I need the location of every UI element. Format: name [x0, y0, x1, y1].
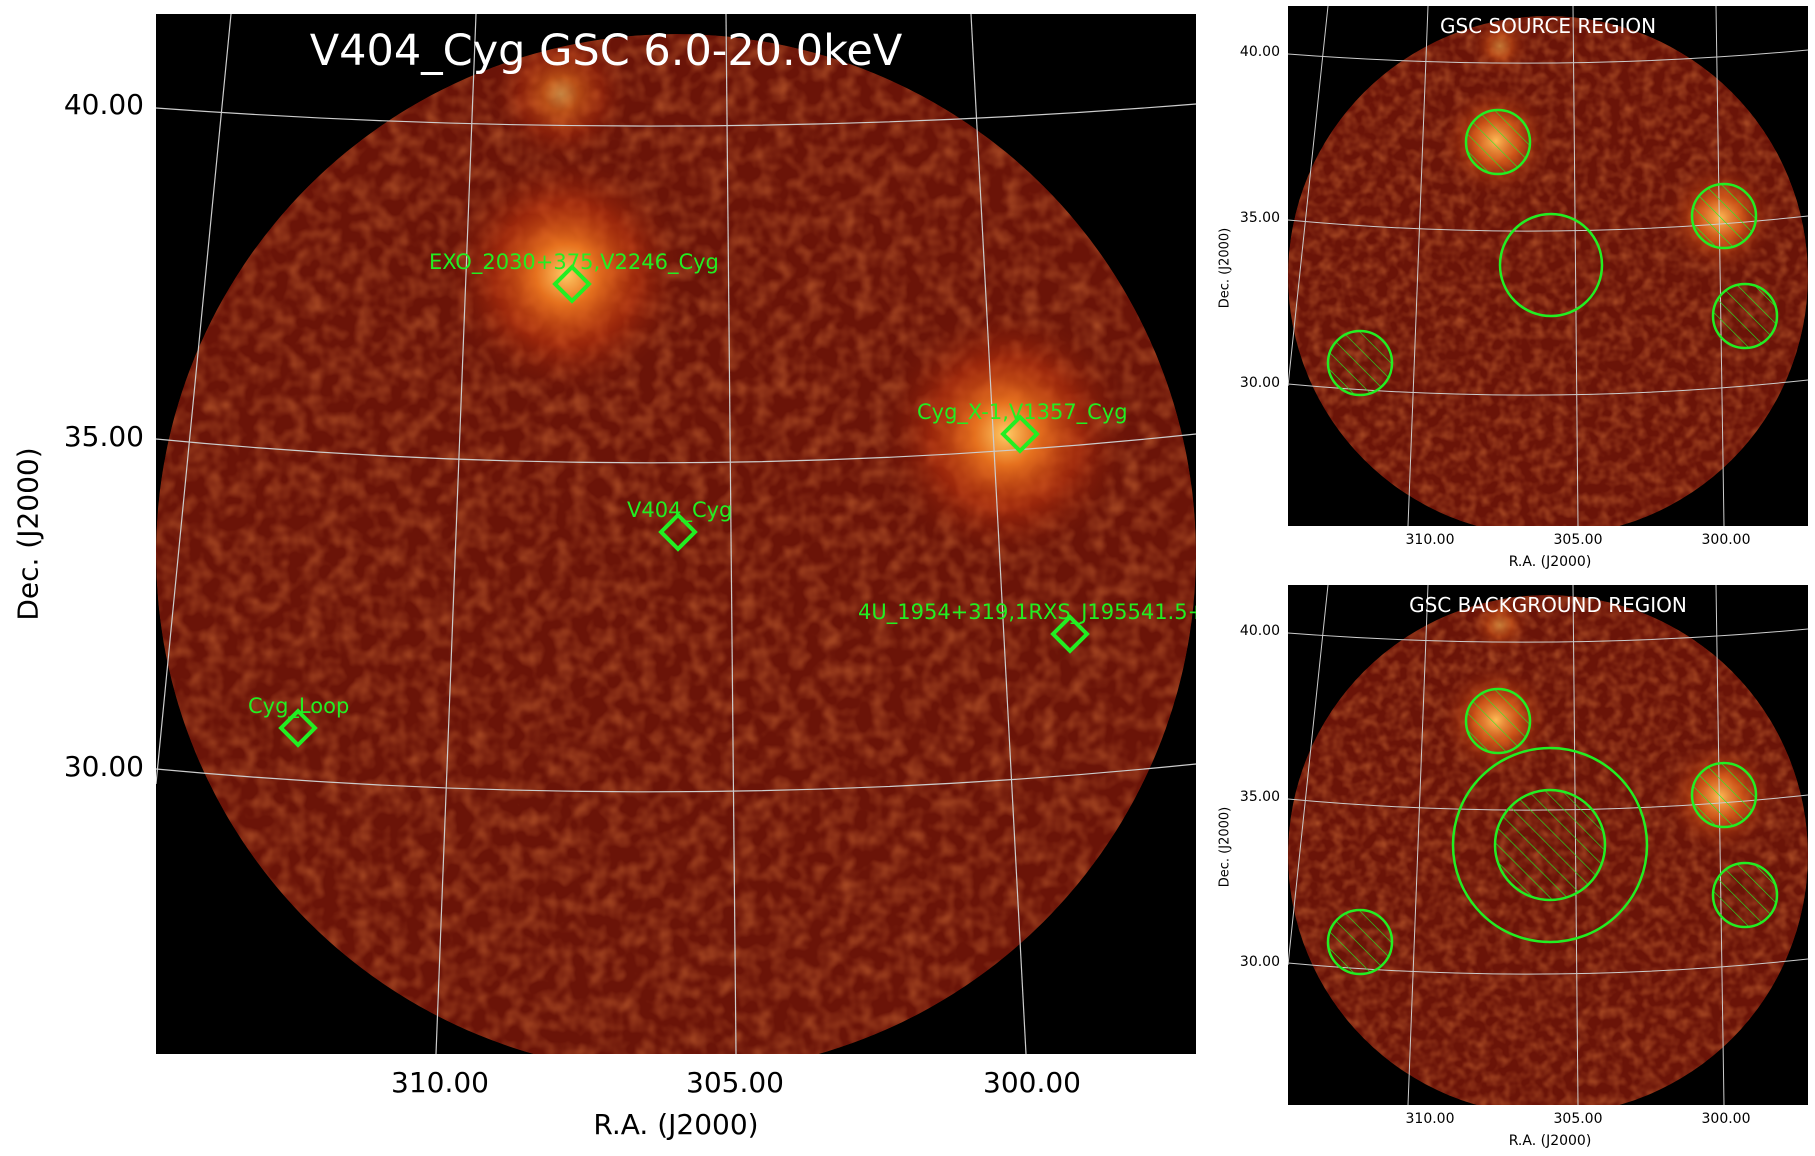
- bg-ytick-35: 35.00: [1239, 789, 1280, 805]
- main-ytick-30: 30.00: [63, 750, 144, 783]
- main-ylabel: Dec. (J2000): [11, 447, 45, 621]
- marker-cygx1[interactable]: [1000, 414, 1040, 454]
- background-region-image: [1288, 585, 1808, 1105]
- bg-exclusion-3[interactable]: [1711, 861, 1779, 929]
- marker-4u1954[interactable]: [1050, 614, 1090, 654]
- bg-ylabel: Dec. (J2000): [1217, 806, 1233, 888]
- bg-xlabel: R.A. (J2000): [1508, 1133, 1592, 1149]
- main-ytick-40: 40.00: [63, 88, 144, 121]
- glow-cygx1: [881, 309, 1131, 559]
- background-region-panel[interactable]: GSC BACKGROUND REGION: [1288, 585, 1808, 1105]
- bg-ytick-40: 40.00: [1239, 623, 1280, 639]
- marker-cygloop[interactable]: [278, 708, 318, 748]
- main-title: V404_Cyg GSC 6.0-20.0keV: [309, 26, 903, 76]
- marker-v404cyg[interactable]: [658, 512, 698, 552]
- source-label-cygx1: Cyg_X-1,V1357_Cyg: [917, 400, 1128, 424]
- bg-inner-exclusion[interactable]: [1493, 788, 1607, 902]
- src-xlabel: R.A. (J2000): [1508, 554, 1592, 570]
- coordinate-grid: [156, 14, 1196, 1054]
- src-exclusion-3[interactable]: [1711, 282, 1779, 350]
- source-label-cygloop: Cyg_Loop: [248, 694, 350, 718]
- src-xtick-300: 300.00: [1701, 532, 1751, 548]
- src-xtick-310: 310.00: [1405, 532, 1455, 548]
- bg-xtick-305: 305.00: [1553, 1111, 1603, 1127]
- source-label-exo2030: EXO_2030+375,V2246_Cyg: [429, 250, 719, 274]
- background-region-title: GSC BACKGROUND REGION: [1409, 593, 1687, 617]
- src-exclusion-2[interactable]: [1690, 182, 1758, 250]
- main-image-panel[interactable]: V404_Cyg GSC 6.0-20.0keV EXO_2030+375,V2…: [156, 14, 1196, 1054]
- src-exclusion-1[interactable]: [1464, 108, 1532, 176]
- main-xtick-310: 310.00: [391, 1066, 489, 1099]
- source-label-v404cyg: V404_Cyg: [627, 498, 733, 522]
- source-region-circle[interactable]: [1498, 212, 1604, 318]
- source-markers: [278, 264, 1090, 748]
- src-ytick-40: 40.00: [1239, 44, 1280, 60]
- bg-xtick-310: 310.00: [1405, 1111, 1455, 1127]
- src-ylabel: Dec. (J2000): [1217, 227, 1233, 309]
- main-sky-image: [156, 14, 1196, 1054]
- marker-exo2030[interactable]: [552, 264, 592, 304]
- source-label-4u1954: 4U_1954+319,1RXS_J195541.5+3: [858, 600, 1196, 624]
- main-xtick-305: 305.00: [686, 1066, 784, 1099]
- src-xtick-305: 305.00: [1553, 532, 1603, 548]
- bg-exclusion-4[interactable]: [1326, 908, 1394, 976]
- main-xtick-300: 300.00: [983, 1066, 1081, 1099]
- bg-xtick-300: 300.00: [1701, 1111, 1751, 1127]
- src-exclusion-4[interactable]: [1326, 329, 1394, 397]
- source-region-panel[interactable]: GSC SOURCE REGION: [1288, 6, 1808, 526]
- bg-exclusion-1[interactable]: [1464, 687, 1532, 755]
- src-ytick-30: 30.00: [1239, 375, 1280, 391]
- source-region-image: [1288, 6, 1808, 526]
- source-region-title: GSC SOURCE REGION: [1439, 14, 1657, 38]
- background-annulus-outer[interactable]: [1451, 746, 1649, 944]
- bg-ytick-30: 30.00: [1239, 954, 1280, 970]
- main-xlabel: R.A. (J2000): [593, 1108, 759, 1141]
- glow-top-source: [491, 34, 631, 164]
- src-ytick-35: 35.00: [1239, 210, 1280, 226]
- main-ytick-35: 35.00: [63, 420, 144, 453]
- bg-exclusion-2[interactable]: [1690, 761, 1758, 829]
